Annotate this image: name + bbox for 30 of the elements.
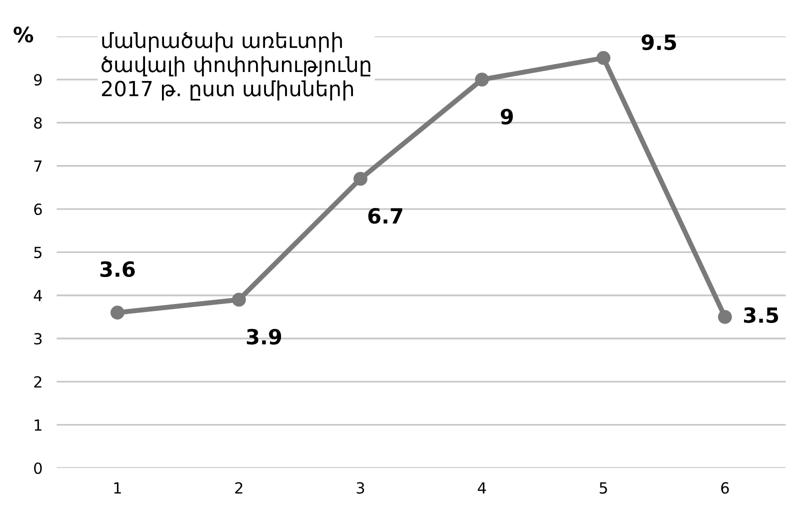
y-tick-label: 7	[34, 160, 42, 172]
x-tick-label: 6	[721, 482, 729, 494]
y-tick-label: 3	[34, 332, 42, 345]
x-tick-label: 5	[600, 482, 607, 494]
y-tick-label: 0	[34, 462, 42, 474]
data-label: 3.9	[246, 328, 282, 345]
data-label: 3.6	[100, 261, 135, 277]
data-label: 9.5	[642, 34, 676, 50]
y-tick-label: 1	[34, 420, 42, 431]
y-tick-label: 8	[34, 117, 42, 129]
x-tick-label: 4	[478, 482, 486, 494]
y-tick-label: 5	[34, 246, 42, 258]
y-tick-label: 9	[34, 74, 42, 86]
text: մանրածախ առեւտրի ծավալի փոփոխությունը 2017 թ. ըստ ամիսների	[102, 32, 370, 100]
x-tick-label: 1	[114, 482, 121, 494]
point	[596, 51, 610, 65]
point	[475, 72, 489, 87]
point	[354, 172, 368, 186]
point	[110, 306, 124, 320]
y-tick-label: 4	[34, 290, 42, 302]
data-label: 6.7	[368, 208, 402, 224]
data-label: 3.5	[744, 307, 778, 323]
x-tick-label: 2	[235, 482, 242, 494]
y-axis-title: %	[14, 26, 34, 42]
point	[232, 292, 246, 307]
data-label: 9	[500, 108, 513, 124]
y-tick-label: 6	[34, 204, 42, 216]
x-tick-label: 3	[356, 482, 364, 494]
point	[718, 310, 732, 324]
y-tick-label: 2	[34, 376, 42, 388]
